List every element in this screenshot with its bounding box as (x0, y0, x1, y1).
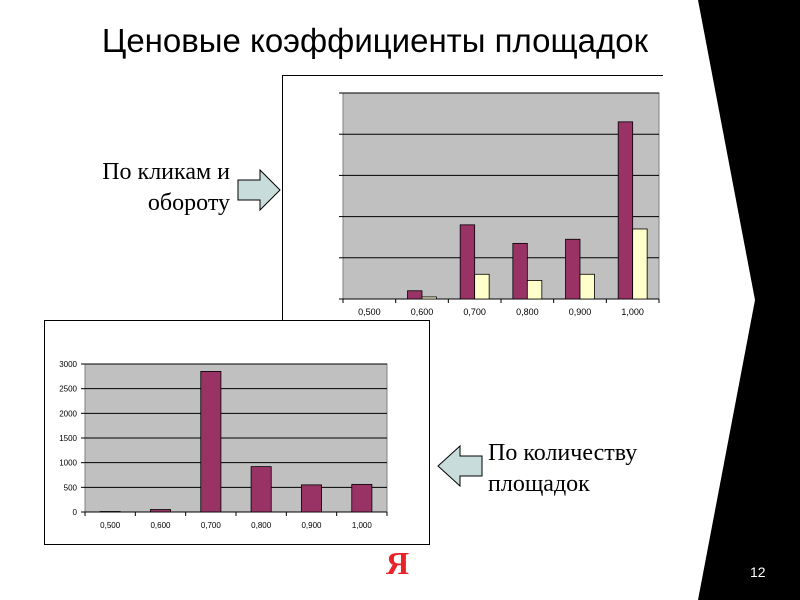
y-tick-label: 0 (73, 508, 78, 517)
bar-series2-0,700 (474, 273, 490, 300)
top-label-line2: обороту (147, 190, 230, 216)
bar-series1-0,700 (459, 224, 476, 300)
y-tick-label: 1500 (59, 434, 77, 443)
bar-series2-0,900 (579, 273, 595, 300)
bar-series1-1,000 (351, 483, 373, 513)
x-tick-label: 0,700 (201, 521, 222, 530)
bar-series2-0,800 (526, 280, 543, 300)
bar-series2-1,000 (632, 228, 648, 300)
yandex-logo: Я (386, 545, 410, 581)
x-tick-label: 0,600 (150, 521, 171, 530)
x-tick-label: 0,500 (358, 307, 381, 317)
x-tick-label: 0,700 (463, 307, 486, 317)
x-tick-label: 0,800 (251, 521, 272, 530)
arrow-right-icon (237, 168, 281, 212)
y-tick-label: 2500 (59, 385, 77, 394)
x-tick-label: 1,000 (352, 521, 373, 530)
plot-area (342, 92, 660, 300)
x-tick-label: 1,000 (621, 307, 644, 317)
page-number: 12 (750, 564, 766, 580)
bottom-chart-label: По количеству площадок (488, 438, 688, 500)
arrow-left-icon (437, 444, 483, 488)
top-chart-svg: 0,500 0,600 0,700 0,800 0,900 1,000 (339, 92, 660, 317)
top-chart: 0,500 0,600 0,700 0,800 0,900 1,000 (282, 75, 663, 326)
x-tick-label: 0,500 (100, 521, 121, 530)
y-tick-label: 1000 (59, 459, 77, 468)
bar-series1-0,800 (250, 466, 272, 513)
x-tick-label: 0,900 (301, 521, 322, 530)
bar-series2-0,600 (421, 296, 437, 300)
bar-series1-0,800 (512, 242, 528, 300)
bar-series1-0,900 (565, 238, 581, 300)
bottom-label-line1: По количеству (488, 440, 638, 466)
bottom-label-line2: площадок (488, 471, 590, 497)
bar-series1-0,600 (407, 290, 423, 300)
x-tick-label: 0,900 (569, 307, 592, 317)
y-tick-label: 3000 (59, 360, 77, 369)
bar-series1-0,600 (150, 509, 171, 513)
y-tick-label: 500 (64, 483, 78, 492)
slide-title: Ценовые коэффициенты площадок (101, 22, 649, 59)
bar-series1-0,900 (301, 484, 322, 513)
x-tick-label: 0,800 (516, 307, 539, 317)
bar-series1-1,000 (617, 121, 634, 300)
top-chart-label: По кликам и обороту (60, 157, 230, 219)
bottom-chart: 0 500 1000 1500 2000 2500 3000 0,500 0,600 0,700 0… (44, 320, 430, 545)
bottom-chart-svg: 0 500 1000 1500 2000 2500 3000 0,500 0,600 0,700 0… (59, 360, 388, 530)
x-tick-label: 0,600 (411, 307, 434, 317)
bar-series1-0,700 (200, 371, 222, 513)
top-label-line1: По кликам и (102, 159, 230, 185)
y-tick-label: 2000 (59, 409, 77, 418)
